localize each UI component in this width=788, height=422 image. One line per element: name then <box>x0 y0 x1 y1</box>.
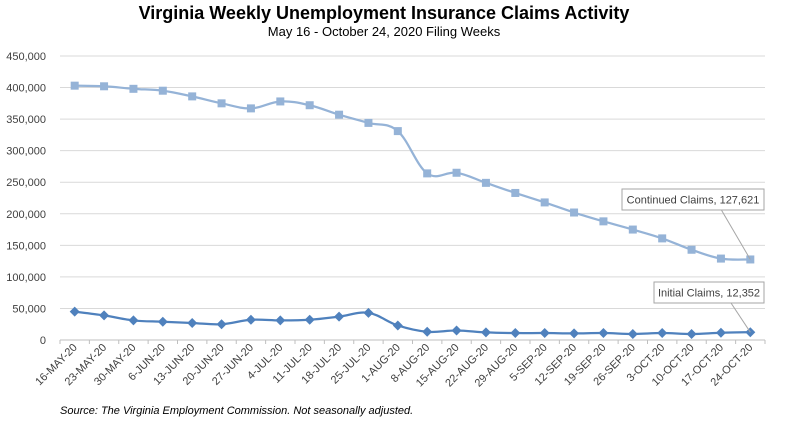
callouts: Continued Claims, 127,621 Initial Claims,… <box>621 188 765 333</box>
data-point-continued-claims <box>511 188 520 197</box>
data-point-initial-claims <box>363 307 374 318</box>
data-point-continued-claims <box>217 99 226 108</box>
data-point-initial-claims <box>187 317 198 328</box>
y-tick-label: 200,000 <box>6 209 46 221</box>
data-point-initial-claims <box>422 326 433 337</box>
data-point-initial-claims <box>715 327 726 338</box>
data-point-continued-claims <box>716 254 725 263</box>
data-point-initial-claims <box>157 316 168 327</box>
y-axis: 0 50,000 100,000 150,000 200,000 250,000 300,0… <box>6 51 46 347</box>
data-point-continued-claims <box>100 82 109 91</box>
data-point-continued-claims <box>188 92 197 101</box>
callout-label-initial-claims: Initial Claims, 12,352 <box>658 288 760 300</box>
data-point-initial-claims <box>480 327 491 338</box>
y-tick-label: 400,000 <box>6 83 46 95</box>
data-point-initial-claims <box>99 310 110 321</box>
data-point-continued-claims <box>599 217 608 226</box>
data-point-initial-claims <box>657 328 668 339</box>
data-point-continued-claims <box>540 198 549 207</box>
data-point-initial-claims <box>539 328 550 339</box>
data-point-continued-claims <box>70 81 79 90</box>
data-point-initial-claims <box>216 319 227 330</box>
y-tick-label: 100,000 <box>6 272 46 284</box>
callout-box-initial-claims <box>653 281 765 304</box>
data-point-continued-claims <box>452 168 461 177</box>
data-point-continued-claims <box>628 225 637 234</box>
series-initial-claims <box>69 306 756 340</box>
data-point-continued-claims <box>658 234 667 243</box>
data-point-continued-claims <box>687 245 696 254</box>
series-line-continued-claims <box>74 84 751 261</box>
data-point-continued-claims <box>158 86 167 95</box>
y-tick-label: 0 <box>40 335 46 347</box>
data-point-continued-claims <box>364 118 373 127</box>
data-point-initial-claims <box>392 320 403 331</box>
series-line-initial-claims <box>74 310 751 336</box>
y-tick-label: 300,000 <box>6 146 46 158</box>
x-axis: 16-MAY-2023-MAY-2030-MAY-206-JUN-2013-JU… <box>33 339 766 389</box>
data-point-continued-claims <box>276 97 285 106</box>
data-point-initial-claims <box>69 306 80 317</box>
data-point-initial-claims <box>569 328 580 339</box>
chart-subtitle: May 16 - October 24, 2020 Filing Weeks <box>268 24 501 39</box>
y-tick-label: 350,000 <box>6 114 46 126</box>
data-point-continued-claims <box>129 84 138 93</box>
data-point-initial-claims <box>334 311 345 322</box>
data-point-initial-claims <box>510 328 521 339</box>
data-point-initial-claims <box>304 314 315 325</box>
data-point-initial-claims <box>128 315 139 326</box>
callout-label-continued-claims: Continued Claims, 127,621 <box>627 195 760 207</box>
data-point-continued-claims <box>335 110 344 119</box>
y-tick-label: 450,000 <box>6 51 46 63</box>
data-point-continued-claims <box>481 178 490 187</box>
data-point-initial-claims <box>627 329 638 340</box>
data-point-continued-claims <box>423 169 432 178</box>
y-tick-label: 250,000 <box>6 177 46 189</box>
chart-title: Virginia Weekly Unemployment Insurance C… <box>139 3 630 23</box>
callout-leader-continued-claims <box>720 209 751 260</box>
source-note: Source: The Virginia Employment Commissi… <box>60 405 413 417</box>
callout-leader-initial-claims <box>730 302 751 333</box>
data-point-continued-claims <box>305 101 314 110</box>
data-point-initial-claims <box>275 315 286 326</box>
data-point-initial-claims <box>451 325 462 336</box>
data-point-initial-claims <box>598 328 609 339</box>
y-tick-label: 50,000 <box>12 303 46 315</box>
data-point-continued-claims <box>246 104 255 113</box>
series-continued-claims <box>70 81 755 264</box>
callout-box-continued-claims <box>621 188 765 211</box>
data-point-initial-claims <box>245 314 256 325</box>
series-layer <box>69 81 756 340</box>
data-point-continued-claims <box>570 208 579 217</box>
y-tick-label: 150,000 <box>6 240 46 252</box>
data-point-initial-claims <box>686 329 697 340</box>
data-point-continued-claims <box>393 127 402 136</box>
